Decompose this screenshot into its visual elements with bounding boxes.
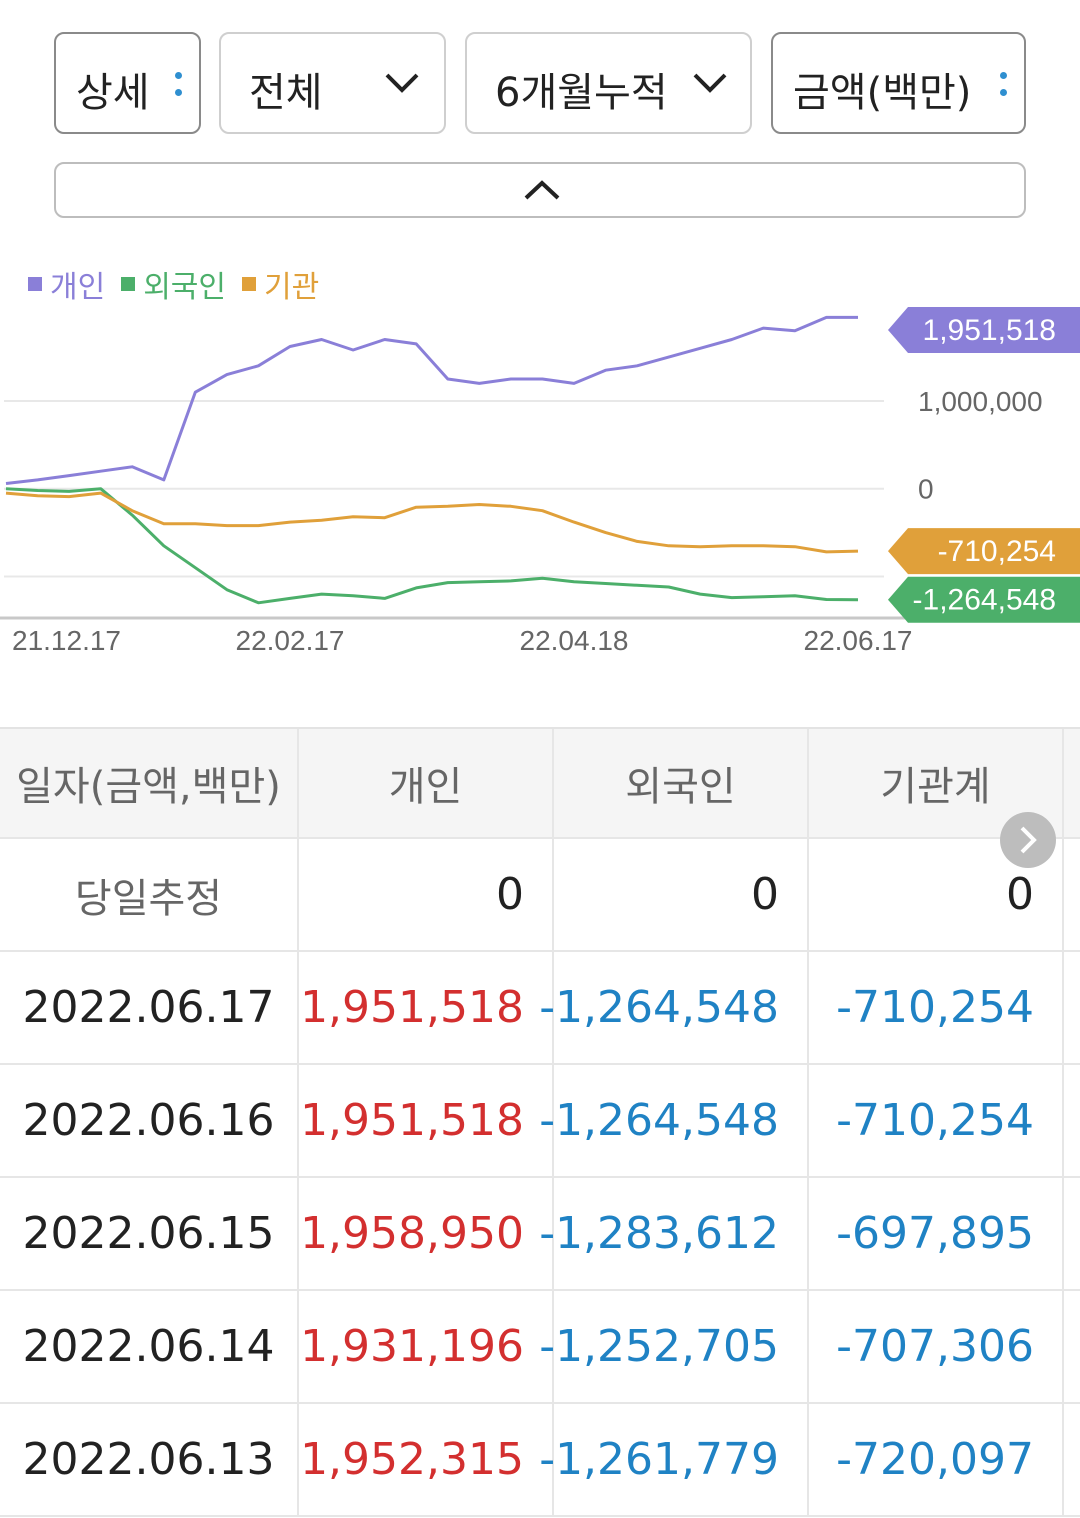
chart-legend: 개인 외국인 기관 [28,262,319,306]
row-institution: -720,097 [809,1404,1064,1515]
row-individual: 1,951,518 [299,952,554,1063]
table-row: 2022.06.17 1,951,518 -1,264,548 -710,254 [0,952,1080,1065]
unit-select-label: 금액(백만) [793,70,972,116]
chevron-down-icon [385,73,419,93]
series-line-기관 [5,491,859,554]
more-dots-icon [175,72,183,100]
row-date: 2022.06.16 [0,1065,299,1176]
row-institution: -707,306 [809,1291,1064,1402]
header-foreign: 외국인 [554,729,809,837]
row-spacer [1064,952,1080,1063]
row-spacer [1064,839,1080,950]
row-foreign: -1,264,548 [539,952,809,1063]
table-header: 일자(금액,백만) 개인 외국인 기관계 [0,727,1080,839]
row-individual: 1,931,196 [299,1291,554,1402]
end-value-tag [888,528,1080,575]
legend-item-institution[interactable]: 기관 [242,262,319,306]
end-value-label: -710,254 [938,535,1056,568]
legend-item-foreign[interactable]: 외국인 [121,262,226,306]
filter-bar: 상세 전체 6개월누적 금액(백만) [54,32,1026,134]
legend-label: 개인 [50,270,106,305]
header-spacer [1064,729,1080,837]
row-spacer [1064,1404,1080,1515]
x-tick-label: 21.12.17 [12,625,121,656]
x-tick-label: 22.04.18 [520,625,629,656]
row-date: 2022.06.15 [0,1178,299,1289]
collapse-chart-button[interactable] [54,162,1026,218]
chevron-up-icon [524,180,560,200]
y-tick-label: 1,000,000 [918,386,1043,417]
row-institution: -697,895 [809,1178,1064,1289]
estimate-individual: 0 [299,839,554,950]
x-tick-label: 22.02.17 [236,625,345,656]
row-foreign: -1,264,548 [539,1065,809,1176]
end-value-tag [888,307,1080,353]
table-row: 2022.06.15 1,958,950 -1,283,612 -697,895 [0,1178,1080,1291]
period-select[interactable]: 6개월누적 [465,32,752,134]
series-line-외국인 [5,487,859,605]
table-row: 2022.06.14 1,931,196 -1,252,705 -707,306 [0,1291,1080,1404]
legend-swatch [242,277,257,291]
row-spacer [1064,1291,1080,1402]
estimate-foreign: 0 [554,839,809,950]
header-individual: 개인 [299,729,554,837]
x-tick-label: 22.06.17 [804,625,913,656]
row-foreign: -1,261,779 [539,1404,809,1515]
legend-label: 기관 [264,270,320,305]
detail-select-label: 상세 [76,70,150,116]
investor-table: 일자(금액,백만) 개인 외국인 기관계 당일추정 0 0 0 2022.06.… [0,727,1080,1517]
end-value-tag [888,576,1080,623]
estimate-label: 당일추정 [0,839,299,950]
legend-swatch [121,277,136,291]
row-spacer [1064,1178,1080,1289]
header-institution: 기관계 [809,729,1064,837]
table-row: 2022.06.13 1,952,315 -1,261,779 -720,097 [0,1404,1080,1517]
row-date: 2022.06.14 [0,1291,299,1402]
legend-swatch [28,277,42,291]
row-foreign: -1,252,705 [539,1291,809,1402]
estimate-institution: 0 [809,839,1064,950]
row-individual: 1,951,518 [299,1065,554,1176]
row-date: 2022.06.17 [0,952,299,1063]
row-institution: -710,254 [809,1065,1064,1176]
detail-select[interactable]: 상세 [54,32,201,134]
period-select-label: 6개월누적 [495,70,668,116]
series-line-개인 [5,315,858,485]
unit-select[interactable]: 금액(백만) [771,32,1026,134]
row-date: 2022.06.13 [0,1404,299,1515]
end-value-label: 1,951,518 [923,314,1056,347]
scope-select[interactable]: 전체 [219,32,446,134]
table-row-estimate: 당일추정 0 0 0 [0,839,1080,952]
row-individual: 1,958,950 [299,1178,554,1289]
y-tick-label: 0 [918,474,934,505]
chevron-down-icon [693,73,727,93]
row-foreign: -1,283,612 [539,1178,809,1289]
scroll-right-button[interactable] [1000,812,1056,868]
table-row: 2022.06.16 1,951,518 -1,264,548 -710,254 [0,1065,1080,1178]
row-individual: 1,952,315 [299,1404,554,1515]
scope-select-label: 전체 [249,70,323,116]
chevron-right-icon [1020,826,1037,854]
legend-label: 외국인 [143,270,227,305]
row-spacer [1064,1065,1080,1176]
investor-flow-chart: 1,000,000 0 21.12.17 22.02.17 22.04.18 22.06.… [0,307,1080,656]
end-value-label: -1,264,548 [913,584,1056,617]
legend-item-individual[interactable]: 개인 [28,262,105,306]
more-dots-icon [1000,72,1008,100]
row-institution: -710,254 [809,952,1064,1063]
header-date: 일자(금액,백만) [0,729,299,837]
